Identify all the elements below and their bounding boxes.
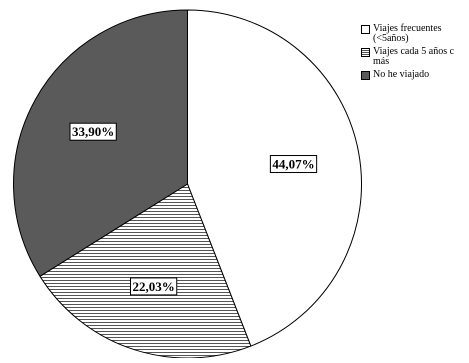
pie-label-every-5-years: 22,03% (129, 277, 178, 296)
pie-label-box-every-5-years (129, 277, 178, 296)
pie-slice-every-5-years (39, 183, 252, 359)
legend-swatch-never (361, 71, 370, 80)
legend-label-frequent: Viajes frecuentes (<5años) (373, 23, 442, 44)
pie-label-box-never (69, 122, 117, 141)
pie-label-box-frequent (269, 155, 318, 174)
legend-item-never: No he viajado (361, 70, 469, 80)
pie-value-labels: 44,07% 22,03% 33,90% (69, 122, 318, 296)
legend-item-every-5-years: Viajes cada 5 años c más (361, 47, 469, 67)
pie-label-text-never: 33,90% (72, 124, 114, 139)
legend-swatch-frequent (361, 25, 370, 34)
pie-label-frequent: 44,07% (269, 155, 318, 174)
legend: Viajes frecuentes (<5años) Viajes cada 5… (361, 24, 469, 83)
pie-label-never: 33,90% (69, 122, 117, 141)
pie-slice-never (13, 9, 188, 277)
pie-label-text-frequent: 44,07% (272, 157, 314, 172)
legend-label-every-5-years: Viajes cada 5 años c más (373, 46, 455, 67)
pie-slice-frequent (187, 9, 362, 347)
legend-label-never: No he viajado (373, 69, 430, 80)
legend-item-frequent: Viajes frecuentes (<5años) (361, 24, 469, 44)
legend-swatch-every-5-years (361, 48, 370, 57)
pie-label-text-every-5-years: 22,03% (132, 279, 174, 294)
pie-slices (13, 9, 362, 359)
